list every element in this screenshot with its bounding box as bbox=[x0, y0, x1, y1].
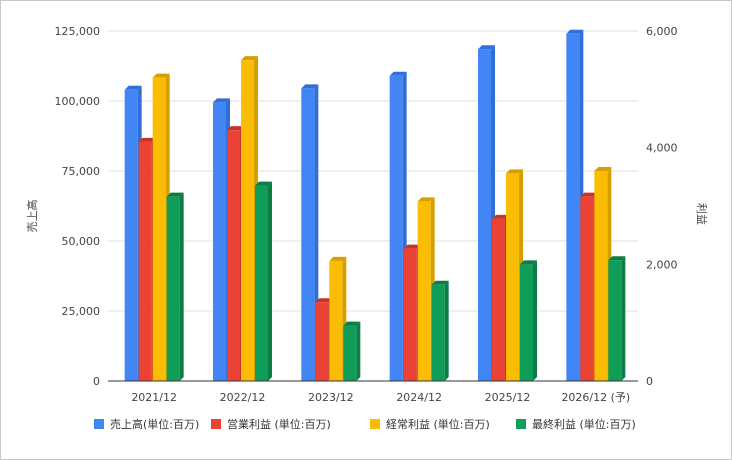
bar-side-face bbox=[444, 280, 449, 381]
left-tick-label: 125,000 bbox=[55, 25, 101, 38]
bar-top-face bbox=[403, 244, 421, 249]
left-tick-label: 25,000 bbox=[62, 305, 101, 318]
legend-label: 最終利益 (単位:百万) bbox=[532, 417, 636, 431]
bar bbox=[152, 77, 166, 382]
bar bbox=[417, 201, 431, 381]
legend-swatch bbox=[211, 419, 221, 429]
legend-swatch bbox=[94, 419, 104, 429]
bar-top-face bbox=[124, 85, 142, 90]
bar bbox=[608, 260, 622, 381]
left-tick-label: 0 bbox=[93, 375, 100, 388]
left-axis-ticks: 0 25,000 50,000 75,000 100,000 125,000 bbox=[55, 25, 101, 388]
bar-top-face bbox=[566, 29, 584, 34]
category-label: 2022/12 bbox=[220, 391, 266, 404]
bar bbox=[492, 218, 505, 381]
bar bbox=[255, 185, 268, 381]
bar-side-face bbox=[268, 181, 272, 381]
bar-top-face bbox=[492, 214, 509, 219]
legend-label: 経常利益 (単位:百万) bbox=[386, 417, 490, 431]
bar-top-face bbox=[343, 321, 361, 326]
bar bbox=[594, 171, 608, 381]
category-label: 2026/12 (予) bbox=[561, 391, 630, 404]
bar bbox=[138, 141, 152, 381]
bar-top-face bbox=[608, 256, 626, 261]
bar bbox=[478, 49, 491, 381]
category-labels: 2021/12 2022/12 2023/12 2024/12 2025/12 2026/… bbox=[131, 391, 630, 404]
bar bbox=[520, 264, 533, 381]
bar bbox=[506, 173, 519, 381]
category-label: 2024/12 bbox=[396, 391, 442, 404]
left-axis-title: 売上高 bbox=[25, 200, 39, 233]
left-tick-label: 75,000 bbox=[62, 165, 101, 178]
bar-top-face bbox=[506, 169, 523, 174]
bars bbox=[124, 29, 626, 382]
bar-top-face bbox=[213, 98, 230, 103]
bar-top-face bbox=[478, 45, 495, 50]
left-tick-label: 50,000 bbox=[62, 235, 101, 248]
bar-side-face bbox=[356, 321, 361, 381]
bar-side-face bbox=[621, 256, 626, 381]
bar bbox=[329, 260, 343, 381]
bar-top-face bbox=[138, 137, 156, 142]
right-axis-title: 利益 bbox=[695, 203, 709, 225]
bar bbox=[124, 89, 138, 382]
legend-swatch bbox=[516, 419, 526, 429]
bar-top-face bbox=[580, 192, 598, 197]
right-tick-label: 2,000 bbox=[646, 258, 678, 271]
legend-label: 営業利益 (単位:百万) bbox=[227, 417, 331, 431]
right-axis-ticks: 0 2,000 4,000 6,000 bbox=[646, 25, 678, 388]
bar-top-face bbox=[152, 73, 170, 78]
right-tick-label: 6,000 bbox=[646, 25, 678, 38]
category-label: 2023/12 bbox=[308, 391, 354, 404]
category-label: 2021/12 bbox=[131, 391, 177, 404]
bar bbox=[566, 33, 580, 382]
gridlines bbox=[108, 30, 638, 312]
legend-swatch bbox=[370, 419, 380, 429]
bar-top-face bbox=[329, 256, 347, 261]
bar bbox=[431, 284, 445, 381]
left-tick-label: 100,000 bbox=[55, 95, 101, 108]
bar bbox=[580, 196, 594, 381]
bar bbox=[343, 325, 357, 381]
bar-top-face bbox=[389, 71, 407, 76]
bar-top-face bbox=[166, 192, 184, 197]
bar-top-face bbox=[431, 280, 449, 285]
bar-top-face bbox=[315, 298, 333, 303]
bar bbox=[315, 302, 329, 381]
bar bbox=[403, 248, 417, 381]
bar-side-face bbox=[533, 260, 537, 381]
category-label: 2025/12 bbox=[485, 391, 531, 404]
bar-top-face bbox=[301, 84, 319, 89]
bar-side-face bbox=[179, 192, 184, 381]
bar bbox=[301, 88, 315, 382]
bar bbox=[241, 60, 254, 382]
right-tick-label: 4,000 bbox=[646, 142, 678, 155]
bar-top-face bbox=[227, 126, 244, 131]
bar-top-face bbox=[417, 197, 435, 202]
bar-top-face bbox=[520, 260, 537, 265]
bar-top-face bbox=[594, 167, 612, 171]
legend-label: 売上高(単位:百万) bbox=[110, 417, 199, 431]
bar bbox=[389, 75, 403, 382]
bar-top-face bbox=[255, 181, 272, 186]
bar-top-face bbox=[241, 56, 258, 61]
bar bbox=[166, 196, 180, 381]
bar bbox=[227, 130, 240, 381]
bar bbox=[213, 102, 226, 382]
right-tick-label: 0 bbox=[646, 375, 653, 388]
legend: 売上高(単位:百万) 営業利益 (単位:百万) 経常利益 (単位:百万) 最終利益 (… bbox=[94, 417, 636, 431]
